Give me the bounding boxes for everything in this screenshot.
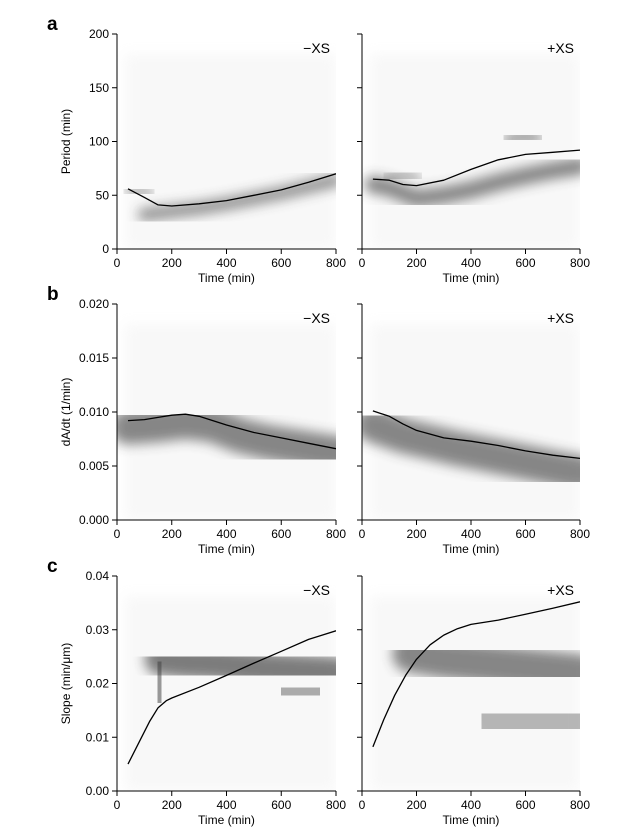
density-band (364, 157, 580, 208)
x-tick-label: 0 (114, 798, 121, 812)
panel-1: 0 200 400 600 800 Time (min) +XS (357, 33, 590, 285)
density-band (136, 645, 183, 719)
y-tick-label: 0.00 (86, 784, 110, 798)
y-tick-label: 0.005 (79, 459, 109, 473)
x-tick-label: 200 (162, 527, 182, 541)
x-tick-label: 800 (570, 256, 590, 270)
series-line (127, 413, 336, 450)
panel-5: 0 200 400 600 800 Time (min) +XS (357, 575, 590, 827)
x-tick-label: 800 (326, 527, 346, 541)
panel-letter: c (47, 556, 58, 577)
x-tick-label: 0 (359, 798, 366, 812)
y-tick-label: 0 (102, 242, 109, 256)
panel-letter: a (47, 14, 58, 35)
y-tick-label: 0.02 (86, 677, 110, 691)
x-tick-label: 600 (515, 256, 535, 270)
x-tick-label: 600 (271, 527, 291, 541)
x-tick-label: 400 (216, 527, 236, 541)
y-axis-label: Period (min) (59, 109, 73, 174)
y-axis-label: Slope (min/μm) (59, 643, 73, 725)
y-tick-label: 0.04 (86, 569, 110, 583)
series-line (127, 173, 336, 207)
x-tick-label: 800 (326, 798, 346, 812)
density-band (392, 635, 580, 692)
y-axis-label: dA/dt (1/min) (59, 378, 73, 447)
condition-label: −XS (303, 582, 330, 598)
y-tick-label: 0.03 (86, 623, 110, 637)
x-axis-label: Time (min) (198, 813, 255, 827)
x-tick-label: 400 (461, 798, 481, 812)
density-band (117, 404, 336, 471)
density-band (466, 683, 580, 759)
x-tick-label: 600 (515, 527, 535, 541)
y-tick-label: 0.010 (79, 405, 109, 419)
x-axis-label: Time (min) (443, 271, 500, 285)
x-tick-label: 600 (515, 798, 535, 812)
y-tick-label: 50 (96, 188, 110, 202)
density-haze (125, 54, 336, 249)
condition-label: −XS (303, 40, 330, 56)
y-tick-label: 0.01 (86, 730, 110, 744)
density-band (383, 168, 422, 184)
x-tick-label: 800 (570, 527, 590, 541)
y-tick-label: 0.000 (79, 513, 109, 527)
y-tick-label: 200 (89, 27, 109, 41)
x-tick-label: 0 (114, 527, 121, 541)
y-tick-label: 100 (89, 135, 109, 149)
x-tick-label: 200 (406, 527, 426, 541)
x-tick-label: 400 (461, 256, 481, 270)
panel-3: 0 200 400 600 800 Time (min) +XS (357, 303, 590, 556)
y-tick-label: 0.020 (79, 297, 109, 311)
density-haze (370, 54, 580, 249)
x-tick-label: 200 (162, 798, 182, 812)
x-tick-label: 800 (326, 256, 346, 270)
x-tick-label: 800 (570, 798, 590, 812)
x-axis-label: Time (min) (198, 271, 255, 285)
condition-label: +XS (547, 310, 574, 326)
x-tick-label: 0 (359, 527, 366, 541)
series-line (127, 630, 336, 765)
panel-letter: b (47, 284, 59, 305)
x-tick-label: 200 (406, 798, 426, 812)
density-band (362, 407, 580, 490)
y-tick-label: 150 (89, 81, 109, 95)
x-axis-label: Time (min) (443, 542, 500, 556)
x-tick-label: 600 (271, 798, 291, 812)
series-line (372, 601, 580, 748)
x-tick-label: 400 (216, 256, 236, 270)
condition-label: +XS (547, 582, 574, 598)
x-tick-label: 400 (216, 798, 236, 812)
density-band (259, 662, 336, 722)
x-tick-label: 200 (406, 256, 426, 270)
density-band (137, 173, 336, 222)
x-tick-label: 0 (359, 256, 366, 270)
series-line (372, 149, 580, 187)
condition-label: +XS (547, 40, 574, 56)
panel-0: 0 200 400 600 800 0 50 100 150 200 Time (min) Perio… (47, 14, 346, 285)
x-axis-label: Time (min) (443, 813, 500, 827)
condition-label: −XS (303, 310, 330, 326)
x-tick-label: 600 (271, 256, 291, 270)
x-tick-label: 400 (461, 527, 481, 541)
density-band (502, 129, 543, 146)
panel-4: 0 200 400 600 800 0.00 0.01 0.02 0.03 0.04 Time (m… (47, 556, 346, 827)
y-tick-label: 0.015 (79, 351, 109, 365)
x-axis-label: Time (min) (198, 542, 255, 556)
x-tick-label: 0 (114, 256, 121, 270)
x-tick-label: 200 (162, 256, 182, 270)
series-line (372, 410, 580, 460)
panel-2: 0 200 400 600 800 0.000 0.005 0.010 0.015 0.020 Ti… (47, 284, 346, 556)
